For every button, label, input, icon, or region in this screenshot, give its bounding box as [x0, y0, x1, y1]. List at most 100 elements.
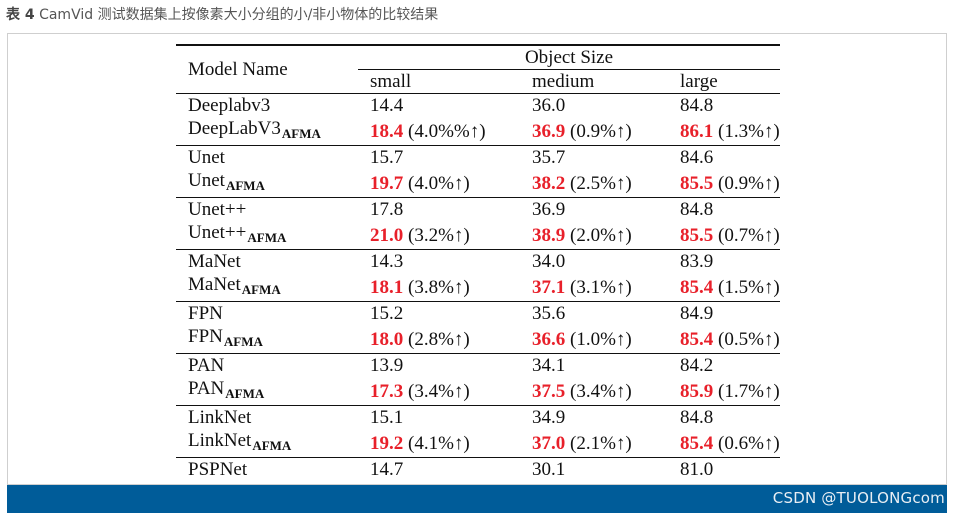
cell-large: 85.9 (1.7%↑)	[668, 377, 780, 406]
delta-medium: (2.1%↑)	[570, 432, 632, 454]
cell-medium: 34.1	[520, 353, 668, 377]
cell-medium: 37.0 (2.1%↑)	[520, 429, 668, 458]
model-suffix: AFMA	[281, 126, 321, 141]
value-large: 85.4	[680, 276, 714, 298]
value-large: 84.6	[680, 147, 714, 168]
cell-small: 15.1	[358, 405, 520, 429]
cell-medium: 36.9	[520, 197, 668, 221]
cell-large: 81.0	[668, 457, 780, 481]
cell-small: 18.4 (4.0%%↑)	[358, 117, 520, 146]
object-size-header: Object Size	[358, 44, 780, 70]
model-name-cell: LinkNet	[176, 405, 358, 429]
value-small: 14.3	[370, 251, 404, 272]
model-name: MaNet	[188, 251, 241, 272]
table-row: FPNAFMA 18.0 (2.8%↑) 36.6 (1.0%↑) 85.4 (0.5…	[176, 325, 780, 354]
model-name: FPN	[188, 303, 223, 324]
value-medium: 34.0	[532, 251, 566, 272]
delta-large: (0.9%↑)	[718, 172, 780, 194]
cell-small: 18.1 (3.8%↑)	[358, 273, 520, 302]
model-name: LinkNet	[188, 407, 252, 428]
cell-medium: 38.9 (2.0%↑)	[520, 221, 668, 250]
value-large: 85.4	[680, 432, 714, 454]
value-large: 85.9	[680, 380, 714, 402]
value-large: 84.8	[680, 199, 714, 220]
cell-large: 84.6	[668, 145, 780, 169]
col-medium-header: medium	[520, 69, 668, 94]
table-row: DeepLabV3AFMA 18.4 (4.0%%↑) 36.9 (0.9%↑) 86…	[176, 117, 780, 146]
model-name: LinkNet	[188, 430, 252, 451]
cell-large: 85.4 (0.5%↑)	[668, 325, 780, 354]
value-large: 84.2	[680, 355, 714, 376]
model-name-cell: LinkNetAFMA	[176, 429, 358, 458]
value-medium: 35.7	[532, 147, 566, 168]
model-name-cell: DeepLabV3AFMA	[176, 117, 358, 146]
table-row: FPN 15.2 35.6 84.9	[176, 301, 780, 325]
cell-medium: 36.0	[520, 93, 668, 117]
table-row: PAN 13.9 34.1 84.2	[176, 353, 780, 377]
value-large: 84.8	[680, 407, 714, 428]
value-small: 18.0	[370, 328, 404, 350]
model-name: PAN	[188, 378, 225, 399]
cell-large: 84.8	[668, 197, 780, 221]
value-large: 85.4	[680, 328, 714, 350]
value-medium: 34.9	[532, 407, 566, 428]
delta-small: (3.2%↑)	[408, 224, 470, 246]
cell-medium: 37.1 (3.1%↑)	[520, 273, 668, 302]
cell-large: 84.8	[668, 93, 780, 117]
value-medium: 35.6	[532, 303, 566, 324]
delta-medium: (3.1%↑)	[570, 276, 632, 298]
value-small: 18.4	[370, 120, 404, 142]
cell-medium: 38.2 (2.5%↑)	[520, 169, 668, 198]
col-large-header: large	[668, 69, 780, 94]
model-suffix: AFMA	[241, 282, 281, 297]
cell-small: 17.8	[358, 197, 520, 221]
value-large: 84.9	[680, 303, 714, 324]
table-row: LinkNetAFMA 19.2 (4.1%↑) 37.0 (2.1%↑) 85.4 …	[176, 429, 780, 458]
cell-small: 14.4	[358, 93, 520, 117]
cell-small: 13.9	[358, 353, 520, 377]
delta-small: (3.8%↑)	[408, 276, 470, 298]
value-small: 21.0	[370, 224, 404, 246]
delta-medium: (3.4%↑)	[570, 380, 632, 402]
model-name-cell: UnetAFMA	[176, 169, 358, 198]
cell-medium: 35.6	[520, 301, 668, 325]
value-small: 15.2	[370, 303, 404, 324]
model-name: PSPNet	[188, 459, 248, 480]
delta-large: (1.5%↑)	[718, 276, 780, 298]
value-small: 14.7	[370, 459, 404, 480]
value-small: 17.8	[370, 199, 404, 220]
delta-small: (2.8%↑)	[408, 328, 470, 350]
table-body: Deeplabv3 14.4 36.0 84.8 DeepLabV3AFMA 18.4 (…	[176, 93, 780, 511]
delta-large: (0.7%↑)	[718, 224, 780, 246]
model-name: Unet++	[188, 222, 247, 243]
model-name-cell: Deeplabv3	[176, 93, 358, 117]
cell-medium: 36.9 (0.9%↑)	[520, 117, 668, 146]
model-name: Unet	[188, 147, 225, 168]
value-small: 18.1	[370, 276, 404, 298]
cell-small: 17.3 (3.4%↑)	[358, 377, 520, 406]
delta-medium: (1.0%↑)	[570, 328, 632, 350]
model-name-cell: PAN	[176, 353, 358, 377]
caption-text: CamVid 测试数据集上按像素大小分组的小/非小物体的比较结果	[39, 7, 439, 23]
model-name-cell: PANAFMA	[176, 377, 358, 406]
model-name-cell: Unet	[176, 145, 358, 169]
cell-large: 85.5 (0.9%↑)	[668, 169, 780, 198]
cell-small: 15.7	[358, 145, 520, 169]
table-row: PANAFMA 17.3 (3.4%↑) 37.5 (3.4%↑) 85.9 (1.7…	[176, 377, 780, 406]
model-name-cell: MaNet	[176, 249, 358, 273]
delta-large: (0.6%↑)	[718, 432, 780, 454]
model-suffix: AFMA	[247, 230, 287, 245]
delta-large: (1.3%↑)	[718, 120, 780, 142]
cell-large: 84.8	[668, 405, 780, 429]
value-medium: 34.1	[532, 355, 566, 376]
value-medium: 36.9	[532, 199, 566, 220]
cell-small: 19.2 (4.1%↑)	[358, 429, 520, 458]
table-row: PSPNet 14.7 30.1 81.0	[176, 457, 780, 481]
value-small: 19.2	[370, 432, 404, 454]
model-name: PAN	[188, 355, 225, 376]
value-large: 85.5	[680, 172, 714, 194]
model-name-cell: MaNetAFMA	[176, 273, 358, 302]
cell-large: 83.9	[668, 249, 780, 273]
cell-small: 15.2	[358, 301, 520, 325]
bottom-bar	[7, 485, 947, 513]
